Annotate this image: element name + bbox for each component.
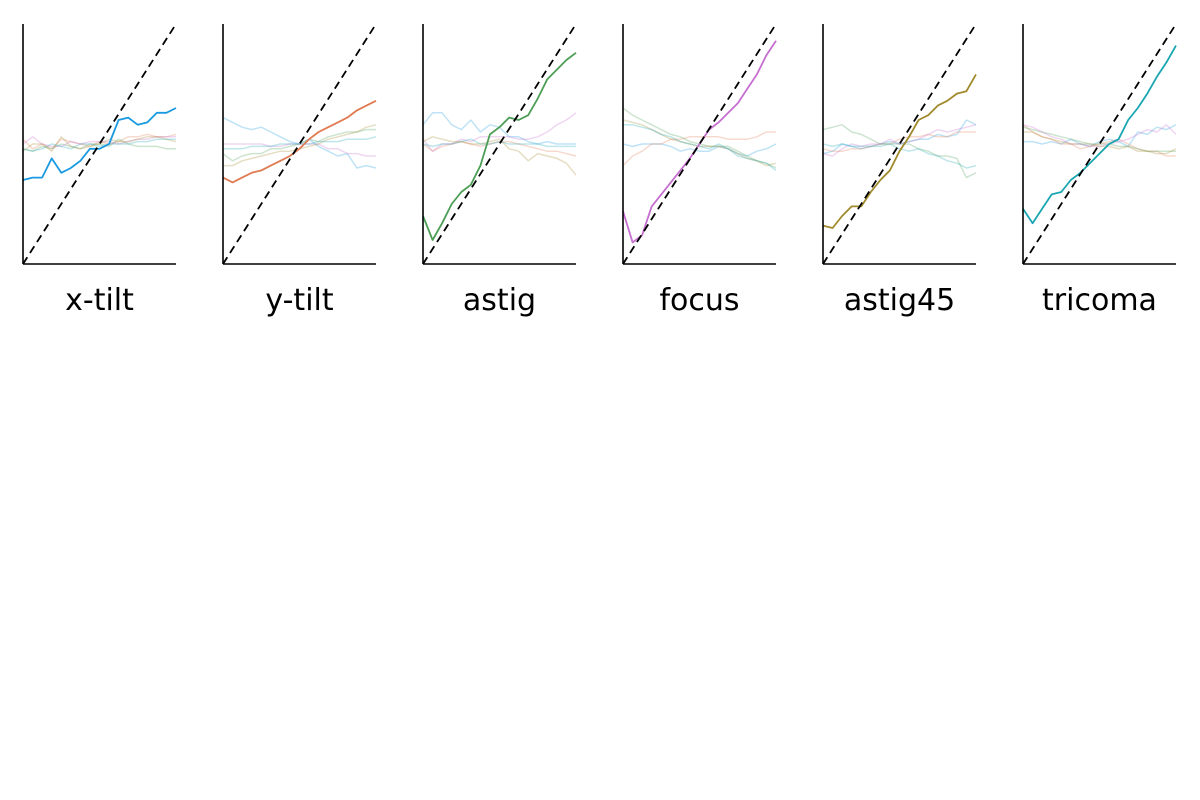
panel-label: tricoma [1042, 283, 1157, 318]
series-line-background [222, 128, 376, 162]
series-line-background [422, 140, 577, 157]
series-line-highlight [422, 52, 577, 241]
reference-line [422, 23, 577, 265]
panel-y-tilt: y-tilt [222, 23, 377, 318]
series-line-background [22, 133, 177, 150]
series-line-background [222, 116, 377, 169]
series-line-background [22, 136, 177, 152]
series-line-background [822, 131, 976, 152]
reference-line [822, 23, 977, 265]
series-line-highlight [622, 40, 777, 244]
panel-x-tilt: x-tilt [22, 23, 177, 318]
series-line-background [22, 138, 176, 152]
series-line-background [1022, 124, 1176, 157]
series-line-background [422, 138, 576, 148]
reference-line [622, 23, 777, 265]
series-line-background [1022, 124, 1177, 148]
panel-astig: astig [422, 23, 577, 318]
series-line-background [622, 131, 776, 167]
panel-label: astig [463, 283, 536, 318]
panel-label: y-tilt [265, 283, 333, 318]
series-line-highlight [22, 107, 177, 181]
series-line-highlight [222, 99, 377, 184]
panel-tricoma: tricoma [1022, 23, 1177, 318]
series-line-background [22, 138, 176, 152]
series-line-background [1023, 131, 1177, 155]
series-line-highlight [1022, 45, 1177, 225]
reference-line [222, 23, 377, 265]
reference-line [1022, 23, 1177, 265]
panel-focus: focus [622, 23, 777, 318]
reference-line [22, 23, 177, 265]
panel-label: astig45 [844, 283, 955, 318]
series-line-highlight [822, 73, 977, 229]
series-line-background [223, 143, 376, 157]
series-line-background [622, 119, 777, 167]
series-line-background [822, 124, 977, 179]
panel-label: x-tilt [65, 283, 134, 318]
series-line-background [822, 119, 977, 155]
series-line-background [623, 124, 777, 171]
series-line-background [822, 143, 977, 169]
series-line-background [1023, 124, 1177, 148]
series-line-background [1022, 126, 1176, 152]
series-line-background [223, 124, 377, 167]
series-line-background [22, 136, 176, 148]
series-line-background [223, 136, 377, 150]
series-line-background [422, 112, 577, 152]
series-line-background [422, 136, 577, 176]
panel-astig45: astig45 [822, 23, 977, 318]
series-line-background [822, 124, 977, 157]
panel-label: focus [659, 283, 739, 318]
series-line-background [622, 143, 777, 157]
